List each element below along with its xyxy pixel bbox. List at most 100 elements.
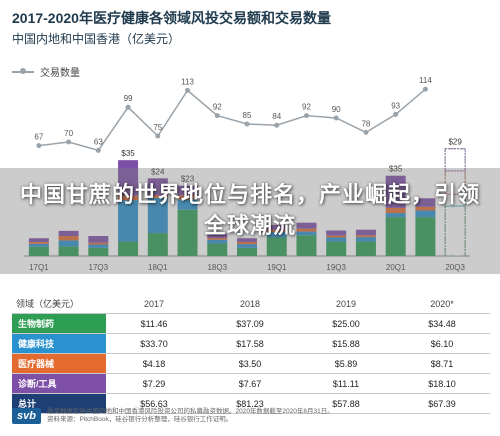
table-cell: $11.11	[298, 373, 394, 394]
deal-count-point	[363, 129, 369, 135]
x-tick-label: 20Q3	[445, 263, 465, 272]
bar-segment-health_tech	[444, 193, 466, 207]
bar-segment-biotech	[326, 241, 347, 256]
bar-segment-diagnostics	[415, 198, 436, 207]
deal-count-label: 63	[94, 137, 103, 146]
legend-line-marker	[12, 67, 34, 74]
bar-segment-biotech	[355, 241, 376, 256]
deal-count-point	[244, 121, 250, 127]
bar-segment-health_tech	[207, 239, 228, 244]
bar-segment-diagnostics	[355, 229, 376, 236]
deal-count-point	[125, 104, 131, 110]
bar-value-label: $29	[448, 138, 462, 147]
table-row: 诊断/工具 $7.29 $7.67 $11.11 $18.10	[12, 373, 490, 394]
banner-text: 中国甘蔗的世界地位与排名，产业崛起，引领全球潮流	[19, 182, 480, 238]
deal-count-label: 99	[124, 94, 133, 103]
table-cell: $81.23	[202, 393, 298, 414]
bar-value-label: $35	[389, 165, 403, 174]
table-cell: $4.18	[106, 353, 202, 374]
deal-count-label: 92	[302, 103, 311, 112]
bar-segment-medical_device	[207, 237, 228, 240]
row-label-biotech: 生物制药	[12, 313, 106, 334]
row-label-diagnostics: 诊断/工具	[12, 373, 106, 394]
bar-segment-biotech	[147, 233, 168, 256]
bar-segment-medical_device	[355, 235, 376, 238]
deal-count-label: 113	[181, 77, 194, 86]
bar-segment-diagnostics	[237, 238, 257, 242]
deal-count-point	[214, 113, 220, 119]
table-cell: $15.88	[298, 333, 394, 354]
legend: 交易数量	[12, 64, 80, 79]
bar-segment-health_tech	[88, 244, 109, 248]
bar-segment-health_tech	[415, 210, 436, 218]
table-cell: $57.88	[298, 393, 394, 414]
bar-segment-medical_device	[118, 195, 139, 201]
table-header-cell: 2018	[202, 294, 298, 314]
deal-count-point	[303, 113, 309, 119]
bar-segment-diagnostics	[118, 160, 139, 196]
bar-segment-health_tech	[355, 237, 376, 242]
table-row: 医疗器械 $4.18 $3.50 $5.89 $8.71	[12, 353, 490, 374]
deal-count-label: 90	[332, 105, 341, 114]
bar-segment-biotech	[237, 247, 257, 256]
x-tick-label: 19Q1	[267, 263, 287, 272]
deal-count-point	[422, 86, 428, 92]
table-row: 健康科技 $33.70 $17.58 $15.88 $6.10	[12, 333, 490, 354]
table-cell: $67.39	[394, 393, 490, 414]
bar-segment-medical_device	[266, 229, 287, 232]
bar-segment-diagnostics	[147, 178, 168, 196]
bar-segment-biotech	[207, 243, 228, 256]
chart-subtitle: 中国内地和中国香港（亿美元）	[12, 32, 181, 46]
table-cell: $25.00	[298, 313, 394, 334]
bar-segment-medical_device	[326, 235, 347, 238]
bar-segment-diagnostics	[296, 222, 317, 229]
bar-segment-medical_device	[28, 241, 49, 244]
x-tick-label: 18Q3	[207, 263, 227, 272]
deal-count-point	[95, 147, 101, 153]
legend-label: 交易数量	[40, 68, 80, 79]
source-note: 融资数据包括中国内地和中国香港风险投资公司的私募融资数据。2020年数据截至20…	[47, 408, 334, 425]
bar-segment-biotech	[177, 209, 198, 256]
projected-bar-outline	[444, 148, 466, 257]
deal-count-label: 67	[34, 133, 43, 142]
bar-segment-biotech	[296, 235, 317, 256]
deal-count-point	[333, 115, 339, 121]
x-tick-label: 18Q1	[148, 263, 168, 272]
table-header-row: 领域（亿美元） 2017 2018 2019 2020*	[12, 294, 490, 314]
table-header-cell: 2017	[106, 294, 202, 314]
deal-count-point	[155, 133, 161, 139]
bar-segment-biotech	[88, 247, 109, 256]
x-tick-label: 17Q3	[89, 263, 109, 272]
deal-count-label: 114	[419, 76, 432, 85]
svb-logo: svb	[12, 408, 41, 424]
bar-segment-medical_device	[237, 241, 257, 245]
bar-segment-health_tech	[177, 199, 198, 210]
bar-segment-biotech	[415, 217, 436, 256]
deal-count-point	[393, 111, 399, 117]
bar-segment-biotech	[58, 246, 79, 256]
bar-segment-medical_device	[385, 207, 406, 214]
x-tick-label: 19Q3	[326, 263, 346, 272]
bar-segment-diagnostics	[177, 185, 198, 196]
bar-line-chart: $35 $24 $23 $35 $29 17Q1 17Q3 18Q1 18Q3 19Q1 19Q3 2…	[24, 76, 470, 272]
bar-segment-diagnostics	[58, 230, 79, 237]
bar-value-label: $23	[181, 175, 195, 184]
bar-segment-medical_device	[296, 228, 317, 232]
bar-segment-health_tech	[266, 231, 287, 238]
deal-count-line	[38, 88, 426, 152]
bar-segment-medical_device	[58, 236, 79, 241]
deal-count-label: 92	[213, 103, 222, 112]
row-label-health-tech: 健康科技	[12, 333, 106, 354]
table-cell: $33.70	[106, 333, 202, 354]
bar-segment-medical_device	[88, 242, 109, 245]
note-line: 资料来源：PitchBook，硅谷银行分析整理，硅谷银行工作证明。	[46, 416, 233, 424]
table-cell: $37.09	[202, 313, 298, 334]
bar-value-label: $35	[121, 149, 135, 158]
bar-segment-health_tech	[385, 213, 406, 218]
table-cell: $6.10	[394, 333, 490, 354]
deal-count-point	[36, 143, 42, 149]
bar-segment-health_tech	[326, 237, 347, 242]
table-cell: $11.46	[106, 313, 202, 334]
bar-segment-health_tech	[58, 240, 79, 247]
table-cell: $3.50	[202, 353, 298, 374]
